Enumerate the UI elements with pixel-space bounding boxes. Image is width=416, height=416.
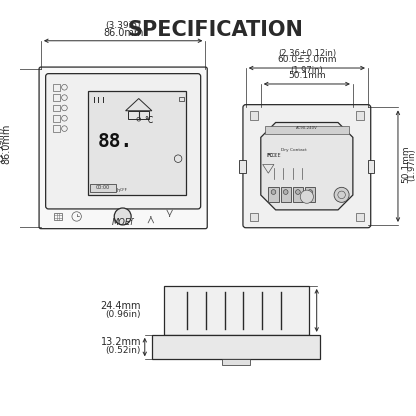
Text: 86.0mm: 86.0mm [103,28,144,38]
Bar [53,105,60,111]
Text: (3.39in): (3.39in) [0,126,5,162]
Bar [268,187,279,202]
Text: FC: FC [266,153,273,158]
Circle shape [283,190,288,194]
Bar [129,111,149,119]
Text: MOEſ: MOEſ [112,218,134,227]
Circle shape [271,190,276,194]
Circle shape [114,208,131,225]
Bar [53,125,60,132]
Text: °C: °C [144,116,153,125]
Bar [265,126,349,134]
Text: Dry Contact: Dry Contact [282,149,307,152]
Bar [356,111,364,120]
Text: (2.36±0.12in): (2.36±0.12in) [278,49,336,58]
Bar [53,84,60,91]
Text: 60.0±3.0mm: 60.0±3.0mm [277,55,337,64]
Text: SPECIFICATION: SPECIFICATION [128,20,304,40]
Bar [179,97,184,101]
FancyBboxPatch shape [46,74,201,209]
Bar [163,286,309,335]
Circle shape [308,190,312,194]
Text: h: h [116,188,119,193]
Text: (0.52in): (0.52in) [106,346,141,355]
Text: 00:00: 00:00 [96,185,110,190]
Circle shape [334,187,349,202]
Circle shape [300,190,313,203]
Text: 24.4mm: 24.4mm [101,301,141,311]
Bar [305,187,315,202]
Bar [250,213,258,221]
FancyBboxPatch shape [243,105,371,228]
Text: OFF: OFF [120,188,128,192]
Text: 86.0mm: 86.0mm [2,124,12,164]
Bar [280,187,291,202]
Text: (3.39in): (3.39in) [105,22,141,30]
Bar [54,213,62,220]
Text: 88.: 88. [98,131,133,151]
Text: (0.96in): (0.96in) [106,310,141,319]
Bar [152,335,320,359]
Text: (1.97in): (1.97in) [407,148,416,181]
Bar [90,183,116,192]
Text: (1.97in): (1.97in) [290,66,323,74]
Polygon shape [261,122,353,210]
Text: AC90-240V: AC90-240V [296,126,318,130]
FancyBboxPatch shape [39,67,207,229]
Circle shape [295,190,300,194]
Text: 50.1mm: 50.1mm [288,71,326,80]
Bar [368,160,374,173]
Bar [239,160,246,173]
Text: 50.1mm: 50.1mm [401,146,410,183]
Bar [53,115,60,121]
Bar [293,187,303,202]
Bar [356,213,364,221]
Text: 13.2mm: 13.2mm [101,337,141,347]
Bar [53,94,60,101]
Bar [222,359,250,365]
Bar [250,111,258,120]
Bar [88,92,186,195]
Text: C€E: C€E [272,153,282,158]
